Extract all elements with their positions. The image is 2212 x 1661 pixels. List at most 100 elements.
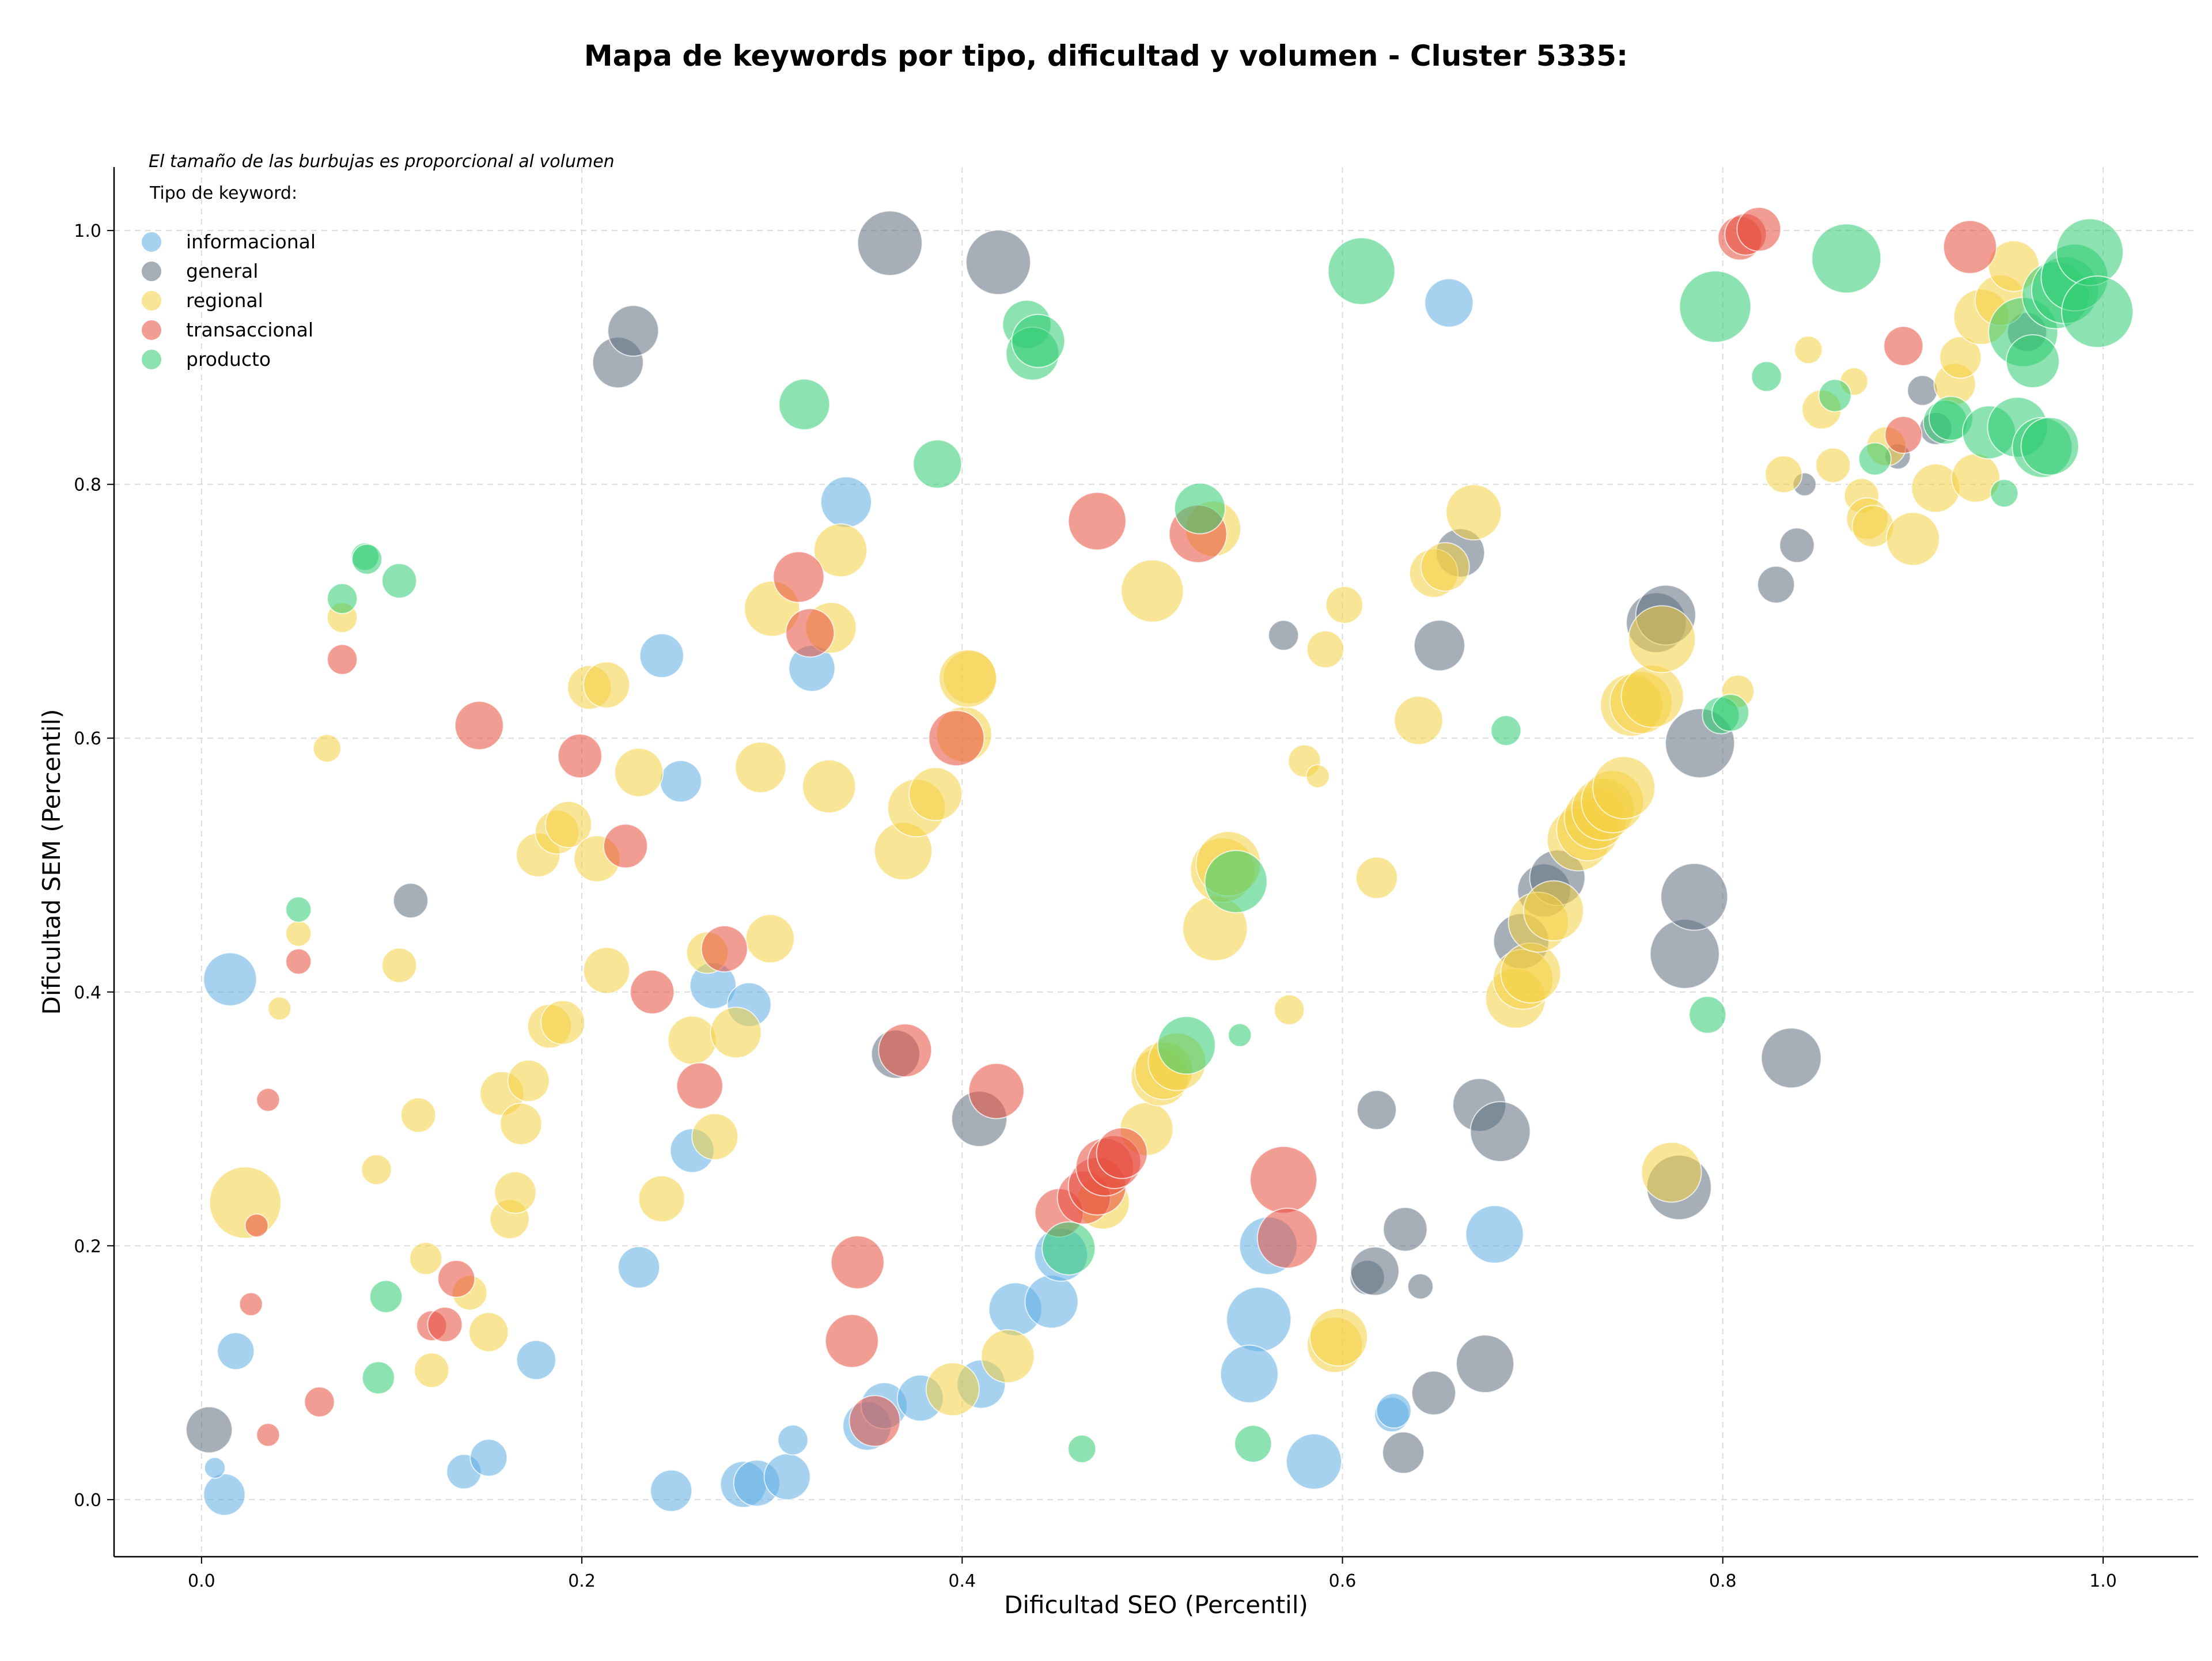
bubble-regional[interactable] [1420, 542, 1470, 592]
bubble-general[interactable] [1469, 1101, 1531, 1163]
bubble-informacional[interactable] [203, 1456, 226, 1479]
bubble-general[interactable] [392, 883, 429, 919]
bubble-producto[interactable] [1858, 442, 1892, 476]
bubble-regional[interactable] [540, 1000, 586, 1045]
bubble-regional[interactable] [1628, 605, 1696, 674]
bubble-regional[interactable] [494, 1171, 537, 1214]
bubble-producto[interactable] [1679, 270, 1752, 343]
bubble-producto[interactable] [912, 439, 963, 489]
bubble-informacional[interactable] [820, 476, 872, 528]
bubble-producto[interactable] [1688, 996, 1727, 1034]
bubble-producto[interactable] [1067, 1434, 1097, 1463]
bubble-regional[interactable] [468, 1312, 509, 1353]
bubble-general[interactable] [1757, 565, 1796, 604]
bubble-general[interactable] [1268, 619, 1300, 651]
bubble-regional[interactable] [745, 914, 795, 964]
bubble-transaccional[interactable] [1736, 206, 1782, 252]
bubble-general[interactable] [1413, 619, 1465, 672]
bubble-regional[interactable] [925, 1362, 980, 1417]
bubble-general[interactable] [1760, 1027, 1822, 1089]
bubble-general[interactable] [1907, 374, 1938, 406]
bubble-informacional[interactable] [1226, 1287, 1292, 1353]
bubble-regional[interactable] [1120, 559, 1184, 623]
bubble-producto[interactable] [381, 563, 418, 599]
bubble-informacional[interactable] [650, 1469, 693, 1512]
bubble-regional[interactable] [980, 1329, 1035, 1383]
bubble-regional[interactable] [1325, 585, 1363, 624]
bubble-general[interactable] [185, 1406, 233, 1454]
bubble-general[interactable] [1350, 1246, 1400, 1296]
bubble-transaccional[interactable] [772, 551, 825, 603]
bubble-regional[interactable] [667, 1015, 717, 1065]
bubble-producto[interactable] [1228, 1023, 1252, 1047]
bubble-general[interactable] [1356, 1089, 1397, 1130]
bubble-informacional[interactable] [1024, 1274, 1079, 1329]
bubble-informacional[interactable] [1465, 1205, 1524, 1264]
bubble-regional[interactable] [1885, 512, 1940, 566]
bubble-producto[interactable] [1157, 1016, 1216, 1075]
bubble-regional[interactable] [1641, 1141, 1702, 1203]
bubble-regional[interactable] [267, 996, 292, 1021]
bubble-transaccional[interactable] [304, 1386, 335, 1418]
bubble-informacional[interactable] [203, 1473, 246, 1516]
bubble-producto[interactable] [1818, 379, 1852, 413]
bubble-producto[interactable] [285, 896, 312, 923]
bubble-producto[interactable] [1751, 361, 1782, 392]
bubble-transaccional[interactable] [630, 969, 675, 1015]
bubble-transaccional[interactable] [928, 710, 985, 767]
bubble-transaccional[interactable] [878, 1023, 933, 1078]
bubble-producto[interactable] [327, 582, 358, 614]
bubble-informacional[interactable] [217, 1332, 255, 1371]
bubble-producto[interactable] [2005, 334, 2060, 389]
bubble-transaccional[interactable] [603, 823, 648, 869]
bubble-informacional[interactable] [1285, 1433, 1342, 1490]
bubble-transaccional[interactable] [256, 1088, 281, 1113]
bubble-general[interactable] [965, 229, 1032, 296]
bubble-regional[interactable] [1393, 695, 1444, 746]
bubble-regional[interactable] [544, 801, 592, 849]
bubble-transaccional[interactable] [1256, 1208, 1318, 1269]
bubble-regional[interactable] [361, 1154, 392, 1186]
bubble-producto[interactable] [2055, 218, 2124, 286]
bubble-producto[interactable] [1041, 1221, 1096, 1276]
bubble-general[interactable] [1382, 1206, 1428, 1252]
bubble-transaccional[interactable] [437, 1259, 476, 1298]
bubble-transaccional[interactable] [676, 1062, 724, 1110]
bubble-transaccional[interactable] [849, 1395, 901, 1447]
bubble-regional[interactable] [312, 733, 342, 763]
bubble-transaccional[interactable] [700, 925, 748, 973]
bubble-regional[interactable] [1500, 942, 1562, 1004]
bubble-producto[interactable] [351, 543, 383, 575]
bubble-producto[interactable] [1711, 694, 1749, 732]
bubble-producto[interactable] [1011, 313, 1066, 368]
bubble-informacional[interactable] [469, 1439, 508, 1477]
bubble-regional[interactable] [638, 1175, 685, 1223]
bubble-regional[interactable] [1306, 630, 1344, 669]
bubble-transaccional[interactable] [285, 948, 312, 975]
bubble-producto[interactable] [1173, 482, 1226, 535]
bubble-informacional[interactable] [618, 1246, 661, 1289]
bubble-regional[interactable] [381, 947, 418, 983]
bubble-regional[interactable] [802, 759, 857, 814]
bubble-informacional[interactable] [639, 633, 684, 679]
bubble-transaccional[interactable] [557, 733, 603, 779]
bubble-general[interactable] [1660, 862, 1729, 931]
bubble-transaccional[interactable] [1883, 326, 1924, 366]
bubble-regional[interactable] [409, 1242, 443, 1276]
bubble-transaccional[interactable] [256, 1422, 281, 1447]
bubble-producto[interactable] [369, 1280, 403, 1314]
bubble-informacional[interactable] [203, 952, 257, 1007]
bubble-general[interactable] [1456, 1334, 1515, 1394]
bubble-general[interactable] [1382, 1431, 1425, 1474]
bubble-regional[interactable] [1620, 664, 1684, 728]
bubble-regional[interactable] [582, 661, 630, 709]
bubble-regional[interactable] [1815, 447, 1851, 483]
bubble-regional[interactable] [813, 523, 868, 578]
bubble-regional[interactable] [938, 649, 998, 708]
bubble-transaccional[interactable] [824, 1314, 879, 1368]
bubble-informacional[interactable] [777, 1424, 809, 1456]
bubble-regional[interactable] [1305, 764, 1330, 789]
bubble-producto[interactable] [361, 1361, 395, 1395]
bubble-regional[interactable] [1355, 856, 1398, 899]
bubble-transaccional[interactable] [244, 1213, 269, 1238]
